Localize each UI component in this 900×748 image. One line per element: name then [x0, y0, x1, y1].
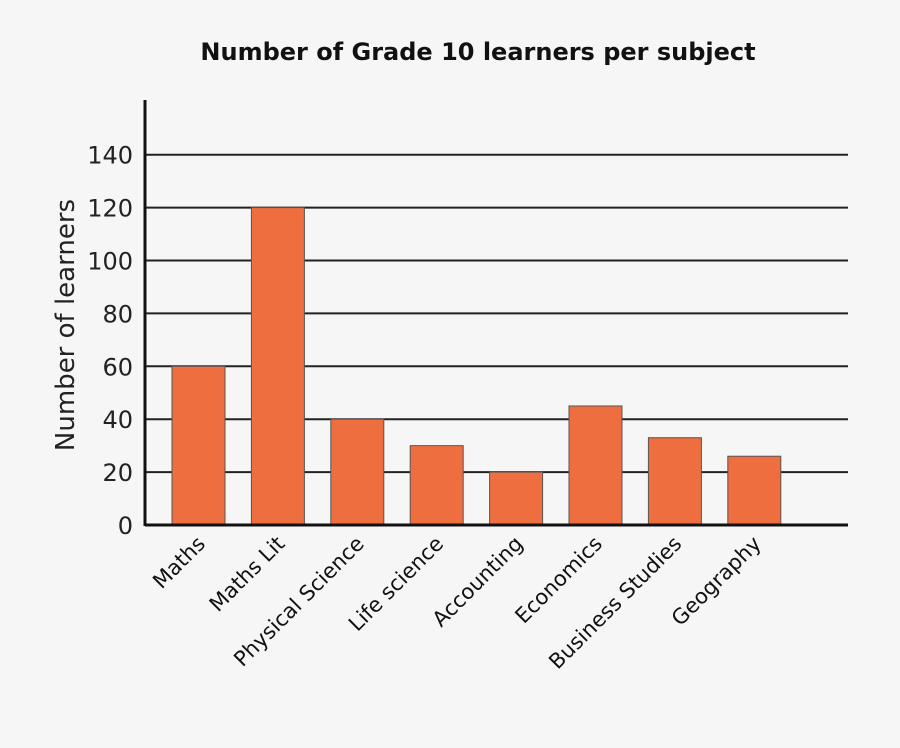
bar[interactable] [250, 207, 305, 526]
y-tick-label: 40 [102, 406, 133, 434]
y-tick-label: 0 [118, 512, 133, 540]
bar[interactable] [330, 418, 385, 526]
y-tick-label: 140 [87, 142, 133, 170]
chart-title: Number of Grade 10 learners per subject [200, 38, 756, 66]
y-tick-label: 20 [102, 459, 133, 487]
y-tick-label: 100 [87, 248, 133, 276]
bar[interactable] [489, 471, 544, 526]
x-tick-label: Business Studies [544, 532, 686, 674]
x-tick-label: Maths [148, 532, 210, 594]
y-tick-label: 60 [102, 353, 133, 381]
bar[interactable] [727, 455, 782, 526]
bar[interactable] [171, 365, 226, 526]
y-tick-label: 80 [102, 300, 133, 328]
x-tick-label: Maths Lit [205, 532, 290, 617]
bar[interactable] [647, 437, 702, 526]
bar[interactable] [409, 445, 464, 526]
y-tick-label: 120 [87, 195, 133, 223]
bar[interactable] [568, 405, 623, 526]
x-tick-label: Physical Science [229, 532, 369, 672]
